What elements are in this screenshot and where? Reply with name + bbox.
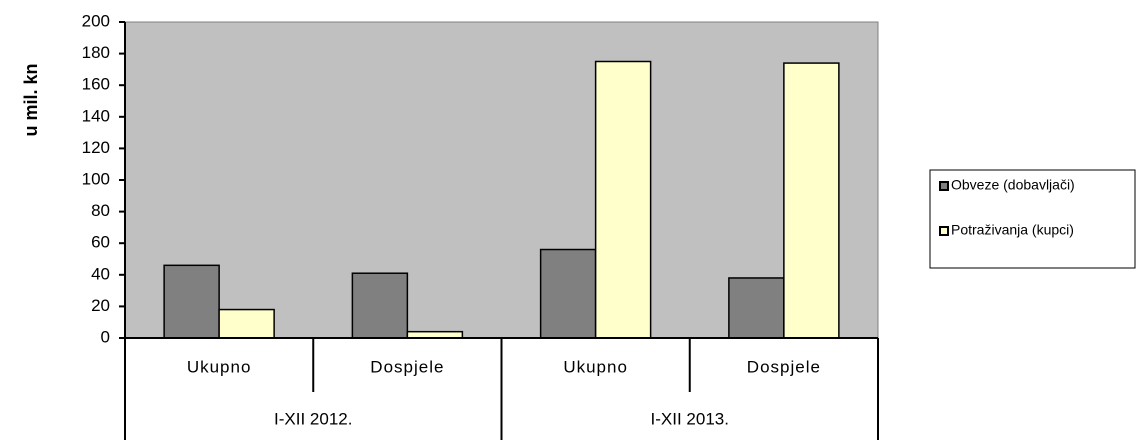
x-tick-label: Dospjele [747,357,821,376]
bar [728,277,785,339]
bar [351,272,409,339]
bar [218,308,275,339]
y-tick-label: 0 [101,327,110,346]
y-tick-label: 40 [91,264,110,283]
bar [539,248,597,339]
legend [929,169,1136,269]
legend-swatch [939,181,949,191]
legend-label: Obveze (dobavljači) [951,177,1075,193]
legend-label: Potraživanja (kupci) [951,222,1074,238]
y-tick-label: 100 [82,169,110,188]
y-tick-label: 20 [91,296,110,315]
y-tick-label: 180 [82,43,110,62]
x-tick-label: Dospjele [370,357,444,376]
y-tick-label: 200 [82,11,110,30]
group-label: I-XII 2012. [274,409,352,428]
bar [783,62,840,339]
bar [594,60,652,339]
y-tick-label: 160 [82,75,110,94]
y-axis-label: u mil. kn [21,63,41,136]
bar [163,264,220,339]
x-tick-label: Ukupno [563,357,628,376]
group-label: I-XII 2013. [651,409,729,428]
y-tick-label: 60 [91,233,110,252]
legend-swatch [939,226,949,236]
y-tick-label: 140 [82,106,110,125]
x-tick-label: Ukupno [187,357,252,376]
y-tick-label: 80 [91,201,110,220]
y-tick-label: 120 [82,138,110,157]
